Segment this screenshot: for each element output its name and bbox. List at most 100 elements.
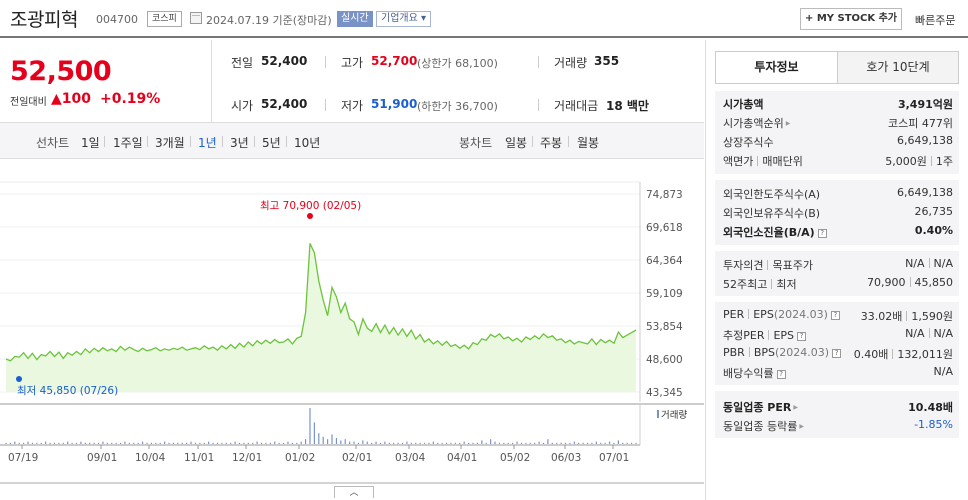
volume-bar bbox=[106, 442, 108, 444]
separator bbox=[325, 56, 326, 68]
volume-bar bbox=[71, 442, 73, 444]
realtime-button[interactable]: 실시간 bbox=[337, 11, 373, 27]
separator bbox=[538, 99, 539, 111]
volume-bar bbox=[463, 441, 465, 444]
volume-bar bbox=[124, 441, 126, 444]
est-eps-label: EPS bbox=[773, 329, 795, 342]
volume-bar bbox=[371, 442, 373, 444]
help-icon[interactable]: ? bbox=[832, 349, 842, 358]
low-value: 51,900 bbox=[371, 97, 418, 111]
tab-1y[interactable]: 1년 bbox=[198, 136, 217, 150]
company-overview-button[interactable]: 기업개요 ▾ bbox=[376, 11, 432, 27]
volume-bar bbox=[503, 442, 505, 444]
volume-bar bbox=[128, 442, 130, 444]
foreign-limit-value: 6,649,138 bbox=[897, 186, 953, 199]
industry-per-label[interactable]: 동일업종 PER bbox=[723, 401, 792, 414]
help-icon[interactable]: ? bbox=[797, 332, 807, 341]
prev-close-label: 전일 bbox=[231, 56, 254, 70]
volume-bar bbox=[36, 442, 38, 444]
price-summary: 52,500 전일대비 ▲100 +0.19% 전일 52,400 고가 52,… bbox=[0, 40, 704, 122]
volume-label: 거래량 bbox=[661, 409, 687, 421]
volume-bar bbox=[401, 442, 404, 444]
pbr-label: PBR bbox=[723, 346, 745, 359]
industry-rate-value: -1.85% bbox=[914, 418, 953, 431]
volume-bar bbox=[586, 442, 589, 444]
market-badge: 코스피 bbox=[147, 11, 182, 27]
expand-chart-button[interactable]: ︿ bbox=[334, 486, 374, 498]
change-value: ▲100 bbox=[51, 91, 92, 107]
volume-bar bbox=[397, 442, 399, 444]
tab-3m[interactable]: 3개월 bbox=[155, 136, 185, 150]
industry-rate-label[interactable]: 동일업종 등락률 bbox=[723, 420, 798, 433]
volume-bar bbox=[291, 442, 293, 444]
volume-bar bbox=[538, 441, 540, 444]
volume-bar bbox=[282, 442, 285, 444]
volume-bar bbox=[186, 442, 188, 444]
separator bbox=[532, 136, 533, 147]
separator bbox=[147, 136, 148, 147]
tab-investment-info[interactable]: 투자정보 bbox=[715, 51, 838, 84]
volume-bar bbox=[256, 441, 258, 444]
y-tick-label: 74,873 bbox=[646, 189, 683, 201]
volume-bar bbox=[560, 442, 562, 444]
face-value: 5,000원 bbox=[885, 155, 927, 168]
change-percent: +0.19% bbox=[100, 91, 161, 107]
volume-bar bbox=[384, 441, 386, 444]
price-chart[interactable]: 74,873 69,618 64,364 59,109 53,854 48,600 43,3… bbox=[0, 160, 704, 485]
tab-daily[interactable]: 일봉 bbox=[505, 136, 528, 150]
volume-bar bbox=[265, 442, 267, 444]
help-icon[interactable]: ? bbox=[776, 370, 786, 379]
volume-bar bbox=[164, 441, 166, 444]
volume-bar bbox=[335, 438, 338, 444]
tab-1d[interactable]: 1일 bbox=[81, 136, 100, 150]
tab-1w[interactable]: 1주일 bbox=[113, 136, 143, 150]
add-my-stock-button[interactable]: + MY STOCK 추가 bbox=[800, 8, 902, 30]
stock-header: 조광피혁 004700 코스피 2024.07.19 기준(장마감) 실시간 기… bbox=[0, 0, 968, 38]
help-icon[interactable]: ? bbox=[830, 311, 840, 320]
tab-3y[interactable]: 3년 bbox=[230, 136, 249, 150]
volume-bar bbox=[14, 441, 16, 444]
volume-bar bbox=[481, 440, 483, 444]
base-date: 2024.07.19 기준(장마감) bbox=[206, 14, 332, 27]
quick-order-button[interactable]: 빠른주문 bbox=[915, 14, 956, 27]
chevron-up-icon: ︿ bbox=[349, 488, 359, 498]
volume-bar bbox=[467, 442, 470, 444]
tab-monthly[interactable]: 월봉 bbox=[577, 136, 600, 150]
help-icon[interactable]: ? bbox=[817, 229, 827, 238]
rank-label[interactable]: 시가총액순위 bbox=[723, 117, 784, 130]
dividend-value: N/A bbox=[933, 365, 953, 378]
volume-bar bbox=[366, 441, 368, 444]
tab-5y[interactable]: 5년 bbox=[262, 136, 281, 150]
volume-bar bbox=[340, 440, 342, 444]
volume-bar bbox=[419, 442, 421, 444]
lower-limit: (하한가 36,700) bbox=[417, 100, 498, 113]
volume-bar bbox=[97, 442, 100, 444]
foreign-hold-value: 26,735 bbox=[914, 205, 954, 218]
volume-bar bbox=[622, 442, 624, 444]
foreign-ratio-label: 외국인소진율(B/A) bbox=[723, 226, 815, 239]
volume-bar bbox=[9, 442, 12, 444]
tab-weekly[interactable]: 주봉 bbox=[540, 136, 563, 150]
tab-10y[interactable]: 10년 bbox=[294, 136, 321, 150]
52w-low-label: 최저 bbox=[776, 278, 797, 291]
volume-bar bbox=[454, 442, 456, 444]
high-label: 고가 bbox=[341, 56, 364, 70]
volume-bar bbox=[238, 442, 241, 444]
volume-bar bbox=[353, 441, 355, 444]
high-value: 52,700 bbox=[371, 54, 418, 68]
line-chart-label: 선차트 bbox=[36, 136, 70, 150]
foreign-ratio-value: 0.40% bbox=[914, 224, 953, 237]
volume-bar bbox=[529, 442, 531, 444]
est-eps-value: N/A bbox=[933, 327, 953, 340]
volume-bar bbox=[569, 442, 571, 444]
x-tick-label: 01/02 bbox=[285, 452, 315, 464]
tab-orderbook[interactable]: 호가 10단계 bbox=[837, 51, 959, 84]
target-price-value: N/A bbox=[933, 257, 953, 270]
x-tick-label: 07/19 bbox=[8, 452, 38, 464]
target-price-label: 목표주가 bbox=[772, 259, 813, 272]
volume-bar bbox=[520, 442, 523, 444]
pbr-value: 0.40배 bbox=[853, 348, 889, 361]
volume-bar bbox=[313, 422, 315, 444]
x-tick-label: 12/01 bbox=[232, 452, 262, 464]
volume-bar bbox=[331, 434, 333, 444]
